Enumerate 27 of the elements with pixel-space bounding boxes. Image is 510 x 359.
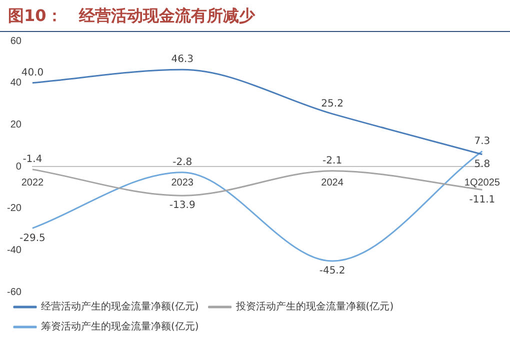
- y-tick-label: 0: [16, 161, 22, 172]
- x-tick-label: 2022: [21, 177, 44, 188]
- x-tick-label: 2023: [171, 177, 194, 188]
- data-label: 25.2: [321, 98, 344, 110]
- chart-title: 图10： 经营活动现金流有所减少: [0, 0, 510, 32]
- y-tick-label: -20: [7, 203, 22, 214]
- data-label: 40.0: [21, 67, 44, 78]
- y-tick-label: 40: [10, 78, 22, 89]
- x-tick-label: 2024: [321, 177, 344, 188]
- data-label: -2.8: [172, 156, 192, 168]
- y-tick-label: -60: [7, 286, 22, 298]
- y-tick-label: 20: [10, 119, 22, 130]
- data-label: 7.3: [474, 136, 490, 147]
- legend-label: 筹资活动产生的现金流量净额(亿元): [41, 320, 199, 333]
- x-tick-label: 1Q2025: [464, 177, 500, 188]
- data-label: -29.5: [20, 232, 46, 244]
- data-label: -45.2: [319, 266, 346, 277]
- data-label: -1.4: [22, 154, 42, 166]
- y-tick-label: 60: [10, 36, 22, 47]
- y-tick-label: -40: [7, 244, 22, 256]
- data-label: -2.1: [322, 155, 342, 166]
- legend-label: 投资活动产生的现金流量净额(亿元): [234, 300, 394, 313]
- data-label: 46.3: [171, 54, 194, 66]
- data-label: 5.8: [474, 158, 490, 170]
- data-label: -11.1: [469, 194, 496, 206]
- legend-label: 经营活动产生的现金流量净额(亿元): [41, 300, 199, 313]
- data-label: -13.9: [169, 200, 196, 212]
